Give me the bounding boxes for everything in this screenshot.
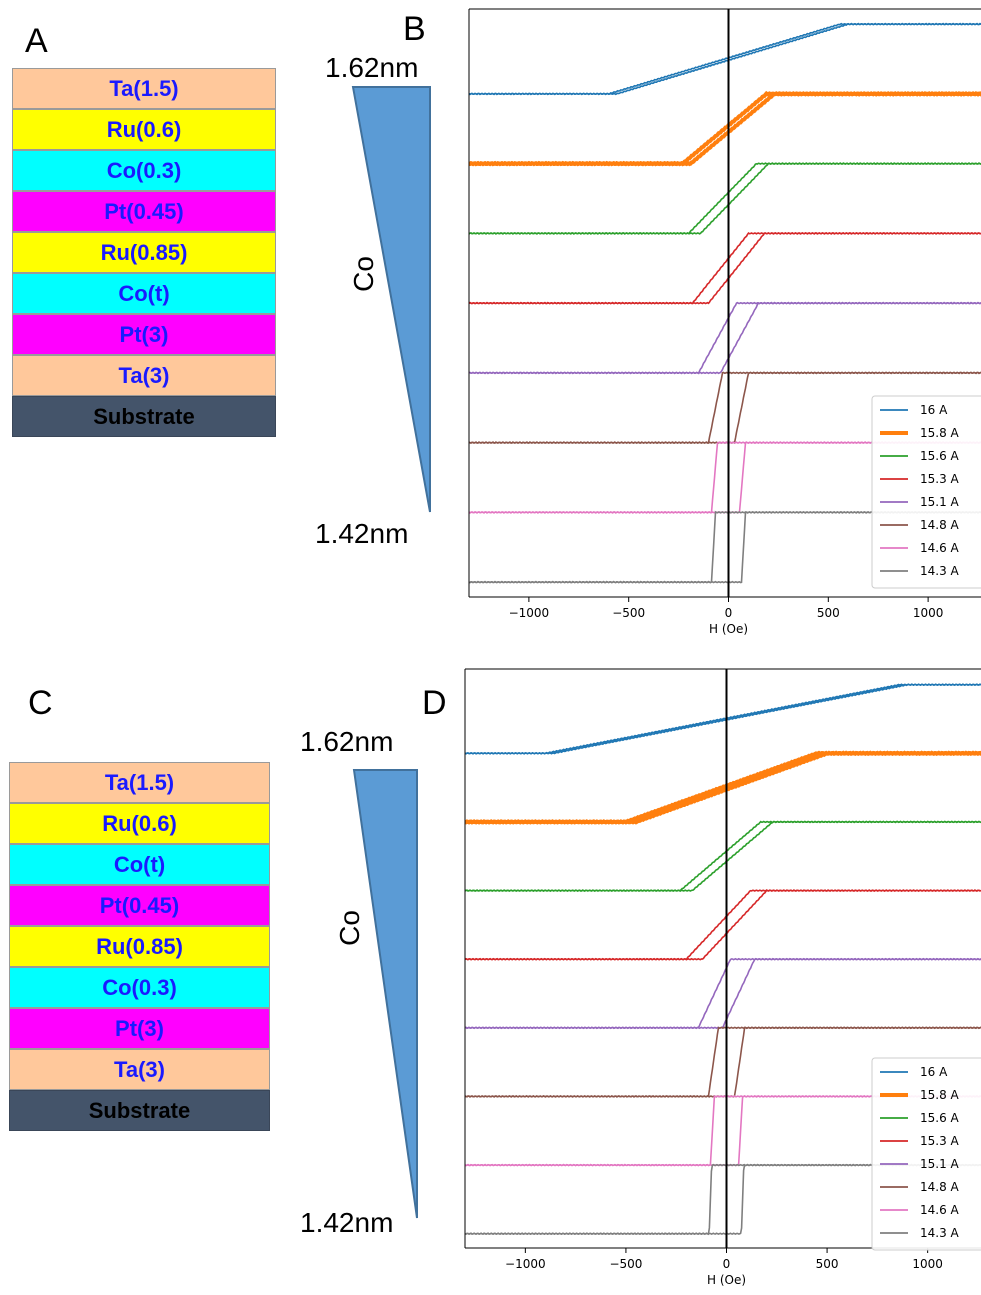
layer-stack_a-0: Ta(1.5) — [12, 68, 276, 109]
legend-label-B-2: 15.6 A — [920, 449, 960, 463]
layer-stack_a-2: Co(0.3) — [12, 150, 276, 191]
wedge-bottom-label-c: 1.42nm — [300, 1207, 394, 1238]
xlabel-B: H (Oe) — [709, 622, 748, 636]
series-D-4-down — [464, 957, 981, 1030]
xtick-label-D-2: 0 — [723, 1257, 731, 1271]
layer-stack_c-8: Substrate — [9, 1090, 270, 1131]
xtick-label-D-3: 500 — [816, 1257, 839, 1271]
series-D-2-up — [464, 820, 981, 892]
legend-label-B-3: 15.3 A — [920, 472, 960, 486]
co-wedge-c — [352, 769, 418, 1219]
layer-stack_a-4: Ru(0.85) — [12, 232, 276, 273]
hysteresis-chart-d: −1000 −500 0 500 1000 H (Oe) 16 A 15.8 A 15.6 A 1… — [464, 668, 981, 1287]
layer-stack-c: Ta(1.5) Ru(0.6) Co(t) Pt(0.45) Ru(0.85) Co(0.… — [9, 762, 270, 1131]
wedge-top-label-a: 1.62nm — [325, 52, 419, 83]
layer-stack_c-2: Co(t) — [9, 844, 270, 885]
panel-label-b: B — [403, 10, 426, 48]
xtick-label-B-4: 1000 — [913, 606, 944, 620]
layer-stack_c-3: Pt(0.45) — [9, 885, 270, 926]
series-B-2-up — [468, 162, 981, 235]
legend-label-D-4: 15.1 A — [920, 1157, 960, 1171]
hysteresis-chart-b: −1000 −500 0 500 1000 H (Oe) 16 A 15.8 A 15.6 A 1… — [468, 8, 981, 636]
panel-label-a: A — [25, 22, 48, 60]
series-B-3-down — [468, 232, 981, 305]
legend-label-B-4: 15.1 A — [920, 495, 960, 509]
series-D-0-down — [464, 683, 981, 755]
panel-label-d: D — [422, 684, 447, 722]
legend-label-B-1: 15.8 A — [920, 426, 960, 440]
layer-stack_c-7: Ta(3) — [9, 1049, 270, 1090]
series-D-1-down — [464, 750, 981, 825]
legend-label-D-1: 15.8 A — [920, 1088, 960, 1102]
layer-stack_a-6: Pt(3) — [12, 314, 276, 355]
legend-D — [871, 1057, 981, 1251]
series-B-4-up — [468, 301, 981, 375]
xtick-label-B-1: −500 — [612, 606, 645, 620]
series-B-0-down — [468, 22, 981, 96]
xtick-label-B-2: 0 — [725, 606, 733, 620]
layer-stack_a-5: Co(t) — [12, 273, 276, 314]
legend-label-D-3: 15.3 A — [920, 1134, 960, 1148]
layer-stack-a: Ta(1.5) Ru(0.6) Co(0.3) Pt(0.45) Ru(0.85) Co(… — [12, 68, 276, 437]
legend-label-D-2: 15.6 A — [920, 1111, 960, 1125]
layer-stack_c-5: Co(0.3) — [9, 967, 270, 1008]
layer-stack_c-1: Ru(0.6) — [9, 803, 270, 844]
legend-label-B-7: 14.3 A — [920, 564, 960, 578]
wedge-bottom-label-a: 1.42nm — [315, 518, 409, 549]
layer-stack_a-8: Substrate — [12, 396, 276, 437]
series-B-2-down — [468, 162, 981, 235]
series-B-4-down — [468, 301, 981, 375]
legend-label-B-0: 16 A — [920, 403, 948, 417]
xtick-label-D-0: −1000 — [505, 1257, 546, 1271]
layer-stack_c-0: Ta(1.5) — [9, 762, 270, 803]
layer-stack_a-3: Pt(0.45) — [12, 191, 276, 232]
wedge-top-label-c: 1.62nm — [300, 726, 394, 757]
legend-label-B-5: 14.8 A — [920, 518, 960, 532]
series-B-1-down — [468, 90, 981, 167]
xtick-label-B-0: −1000 — [509, 606, 550, 620]
layer-stack_c-6: Pt(3) — [9, 1008, 270, 1049]
co-wedge-a — [351, 86, 431, 513]
series-D-3-down — [464, 889, 981, 961]
series-D-3-up — [464, 889, 981, 961]
series-D-2-down — [464, 820, 981, 893]
xtick-label-D-4: 1000 — [912, 1257, 943, 1271]
xtick-label-B-3: 500 — [817, 606, 840, 620]
series-B-3-up — [468, 232, 981, 305]
legend-label-B-6: 14.6 A — [920, 541, 960, 555]
legend-label-D-0: 16 A — [920, 1065, 948, 1079]
xlabel-D: H (Oe) — [707, 1273, 746, 1287]
panel-label-c: C — [28, 684, 53, 722]
legend-label-D-6: 14.6 A — [920, 1203, 960, 1217]
legend-label-D-5: 14.8 A — [920, 1180, 960, 1194]
series-D-4-up — [464, 957, 981, 1030]
legend-label-D-7: 14.3 A — [920, 1226, 960, 1240]
layer-stack_a-1: Ru(0.6) — [12, 109, 276, 150]
legend-B — [871, 395, 981, 589]
xtick-label-D-1: −500 — [609, 1257, 642, 1271]
layer-stack_c-4: Ru(0.85) — [9, 926, 270, 967]
layer-stack_a-7: Ta(3) — [12, 355, 276, 396]
